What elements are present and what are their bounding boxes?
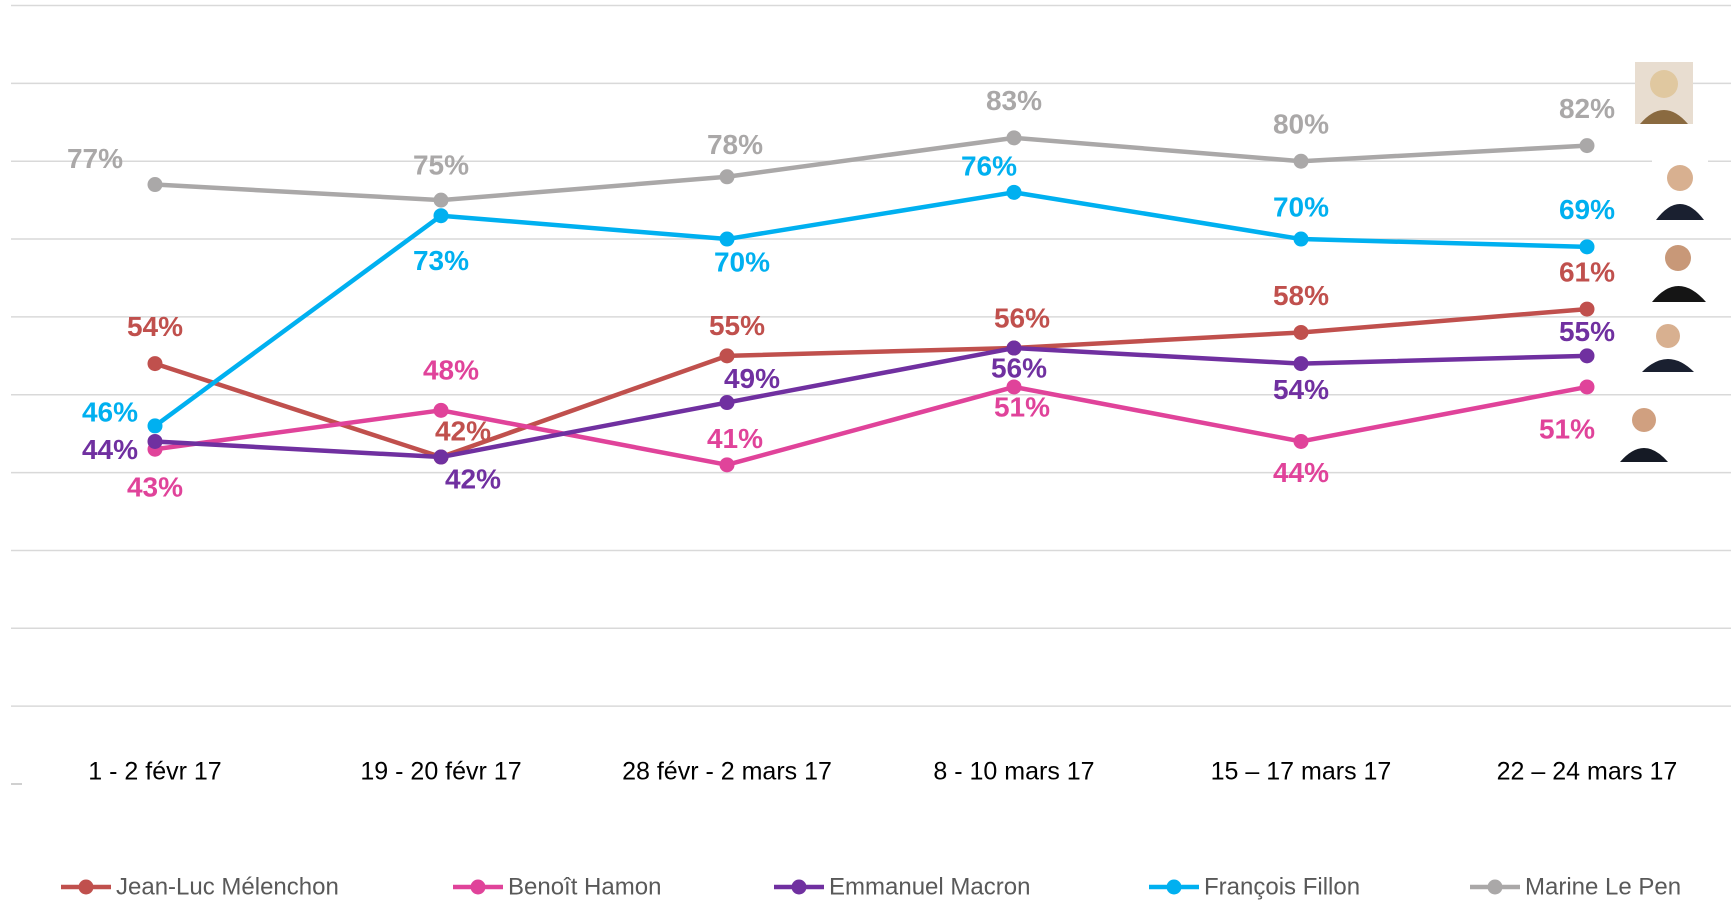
data-point xyxy=(1294,154,1309,169)
data-point xyxy=(1580,239,1595,254)
value-label: 42% xyxy=(445,463,501,494)
portrait xyxy=(1640,318,1696,372)
value-label: 46% xyxy=(82,396,138,427)
data-point xyxy=(1580,379,1595,394)
legend-item: Jean-Luc Mélenchon xyxy=(61,873,339,900)
x-tick-label: 1 - 2 févr 17 xyxy=(88,758,221,786)
x-tick-label: 22 – 24 mars 17 xyxy=(1497,758,1678,786)
value-label: 54% xyxy=(1273,374,1329,405)
series-line xyxy=(155,348,1587,457)
value-label: 56% xyxy=(994,302,1050,333)
chart: 1 - 2 févr 17 19 - 20 févr 17 28 févr - 2 … xyxy=(0,0,1731,902)
portrait xyxy=(1635,62,1693,124)
legend-label: Emmanuel Macron xyxy=(829,873,1030,900)
value-label: 73% xyxy=(413,245,469,276)
legend-marker xyxy=(1488,880,1503,895)
value-label: 70% xyxy=(714,246,770,277)
data-point xyxy=(434,450,449,465)
legend-label: Benoît Hamon xyxy=(508,873,661,900)
value-label: 44% xyxy=(1273,457,1329,488)
data-point xyxy=(720,457,735,472)
data-point xyxy=(434,193,449,208)
data-point xyxy=(1580,138,1595,153)
data-point xyxy=(148,434,163,449)
value-label: 43% xyxy=(127,472,183,503)
value-label: 78% xyxy=(707,129,763,160)
value-label: 49% xyxy=(724,363,780,394)
value-label: 70% xyxy=(1273,191,1329,222)
series-line xyxy=(155,138,1587,200)
legend-item: Marine Le Pen xyxy=(1470,873,1681,900)
legend-item: Benoît Hamon xyxy=(453,873,661,900)
series-line xyxy=(155,309,1587,457)
data-point xyxy=(1007,185,1022,200)
data-point xyxy=(434,208,449,223)
x-tick-label: 28 févr - 2 mars 17 xyxy=(622,758,832,786)
value-label: 82% xyxy=(1559,93,1615,124)
value-label: 76% xyxy=(961,151,1017,182)
data-point xyxy=(1294,232,1309,247)
data-point xyxy=(1007,130,1022,145)
data-point xyxy=(148,356,163,371)
legend-marker xyxy=(792,880,807,895)
value-label: 42% xyxy=(435,415,491,446)
data-point xyxy=(720,169,735,184)
x-tick-label: 19 - 20 févr 17 xyxy=(360,758,521,786)
portraits xyxy=(1618,62,1708,462)
value-label: 58% xyxy=(1273,280,1329,311)
value-label: 55% xyxy=(1559,316,1615,347)
value-label: 61% xyxy=(1559,257,1615,288)
x-tick-label: 15 – 17 mars 17 xyxy=(1211,758,1392,786)
value-label: 41% xyxy=(707,423,763,454)
legend-marker xyxy=(471,880,486,895)
data-point xyxy=(720,395,735,410)
portrait xyxy=(1618,402,1672,462)
legend-label: Marine Le Pen xyxy=(1525,873,1681,900)
data-point xyxy=(720,348,735,363)
value-label: 51% xyxy=(994,391,1050,422)
data-point xyxy=(148,177,163,192)
portrait xyxy=(1652,158,1708,220)
value-label: 69% xyxy=(1559,194,1615,225)
value-label: 83% xyxy=(986,85,1042,116)
data-point xyxy=(1580,348,1595,363)
data-point xyxy=(1294,325,1309,340)
legend-label: Jean-Luc Mélenchon xyxy=(116,873,339,900)
value-label: 75% xyxy=(413,150,469,181)
legend-item: Emmanuel Macron xyxy=(774,873,1030,900)
value-label: 44% xyxy=(82,434,138,465)
data-point xyxy=(1580,302,1595,317)
data-point xyxy=(1294,434,1309,449)
x-tick-label: 8 - 10 mars 17 xyxy=(933,758,1094,786)
portrait xyxy=(1650,240,1708,302)
value-label: 80% xyxy=(1273,109,1329,140)
legend-label: François Fillon xyxy=(1204,873,1360,900)
legend-marker xyxy=(1167,880,1182,895)
data-point xyxy=(148,418,163,433)
value-label: 77% xyxy=(67,143,123,174)
value-label: 48% xyxy=(423,355,479,386)
value-label: 51% xyxy=(1539,413,1595,444)
data-point xyxy=(720,232,735,247)
value-label: 55% xyxy=(709,310,765,341)
series-line xyxy=(155,192,1587,426)
value-label: 54% xyxy=(127,311,183,342)
legend-item: François Fillon xyxy=(1149,873,1360,900)
value-label: 56% xyxy=(991,352,1047,383)
legend-marker xyxy=(79,880,94,895)
data-point xyxy=(1294,356,1309,371)
